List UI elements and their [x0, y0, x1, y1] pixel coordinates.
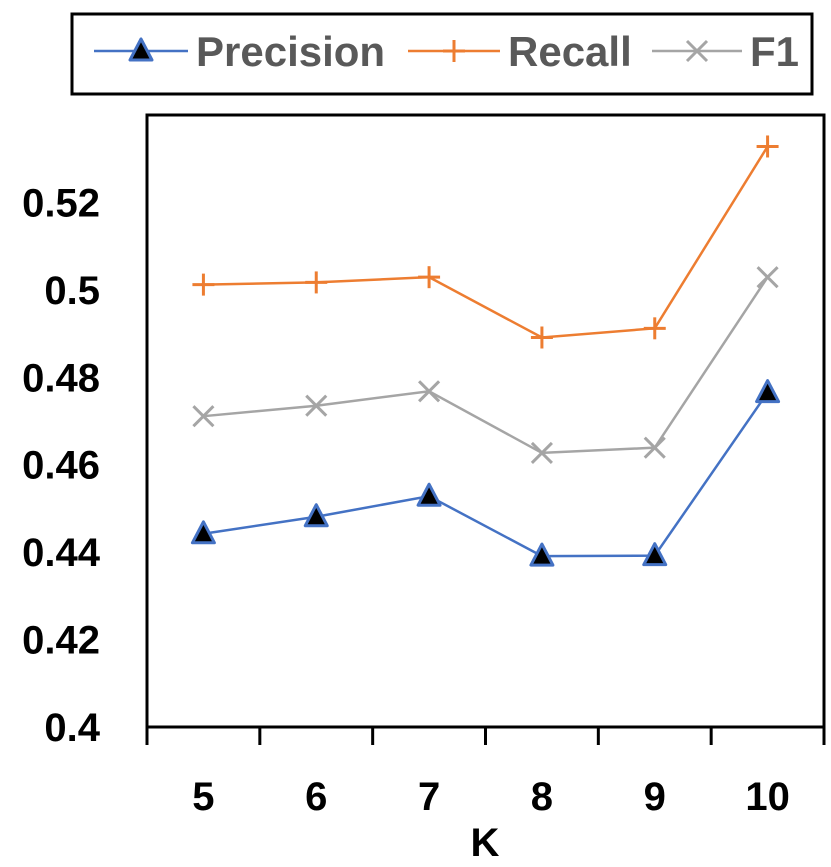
data-point-recall	[643, 317, 666, 340]
y-tick-label: 0.42	[22, 619, 100, 663]
data-point-precision	[303, 503, 329, 528]
marker-stroke	[418, 380, 441, 403]
legend-item-precision: Precision	[94, 28, 385, 75]
data-point-f1	[192, 405, 215, 428]
y-tick-label: 0.4	[44, 706, 100, 750]
data-point-recall	[418, 266, 441, 289]
data-point-precision	[416, 482, 442, 507]
series-f1	[192, 266, 779, 464]
legend-marker-precision	[128, 37, 154, 62]
x-tick-label: 5	[192, 775, 214, 819]
data-point-precision	[642, 542, 668, 567]
marker-stroke	[685, 39, 709, 63]
series-line-precision	[203, 391, 769, 558]
data-point-precision	[755, 379, 781, 404]
data-point-recall	[192, 273, 215, 296]
data-point-recall	[756, 135, 779, 158]
data-point-recall	[305, 271, 328, 294]
legend-label-recall: Recall	[508, 28, 632, 75]
y-tick-label: 0.52	[22, 181, 100, 225]
data-point-precision	[529, 542, 555, 567]
x-axis: 5 6 7 8 9 10	[145, 727, 826, 819]
legend-box	[70, 12, 814, 96]
legend-item-f1: F1	[652, 28, 799, 75]
series-line-recall	[203, 145, 769, 339]
y-tick-label: 0.46	[22, 444, 100, 488]
series-line-f1	[203, 276, 769, 455]
legend-label-precision: Precision	[196, 28, 385, 75]
marker-stroke	[530, 441, 553, 464]
y-tick-label: 0.48	[22, 356, 100, 400]
x-tick-label: 8	[531, 775, 553, 819]
series-layer	[190, 135, 781, 567]
y-tick-label: 0.5	[44, 269, 100, 313]
marker-stroke	[643, 436, 666, 459]
series-precision	[190, 379, 781, 567]
x-tick-label: 9	[644, 775, 666, 819]
legend-marker-f1	[685, 39, 709, 63]
legend-item-recall: Recall	[408, 28, 632, 75]
legend: Precision Recall F1	[70, 12, 814, 96]
series-recall	[192, 135, 779, 349]
data-point-f1	[418, 380, 441, 403]
legend-label-f1: F1	[750, 28, 799, 75]
x-tick-label: 6	[305, 775, 327, 819]
data-point-f1	[305, 394, 328, 417]
marker-stroke	[305, 394, 328, 417]
data-point-f1	[643, 436, 666, 459]
y-axis: 0.4 0.42 0.44 0.46 0.48 0.5 0.52	[22, 181, 101, 750]
data-point-f1	[530, 441, 553, 464]
y-tick-label: 0.44	[22, 531, 101, 575]
x-tick-label: 7	[418, 775, 440, 819]
data-point-precision	[190, 520, 216, 545]
x-tick-label: 10	[745, 775, 790, 819]
data-point-f1	[756, 266, 779, 289]
legend-marker-recall	[443, 40, 465, 62]
x-axis-title: K	[471, 821, 500, 862]
data-point-recall	[530, 326, 553, 349]
legend-items: Precision Recall F1	[94, 28, 799, 75]
marker-stroke	[192, 405, 215, 428]
marker-stroke	[756, 266, 779, 289]
